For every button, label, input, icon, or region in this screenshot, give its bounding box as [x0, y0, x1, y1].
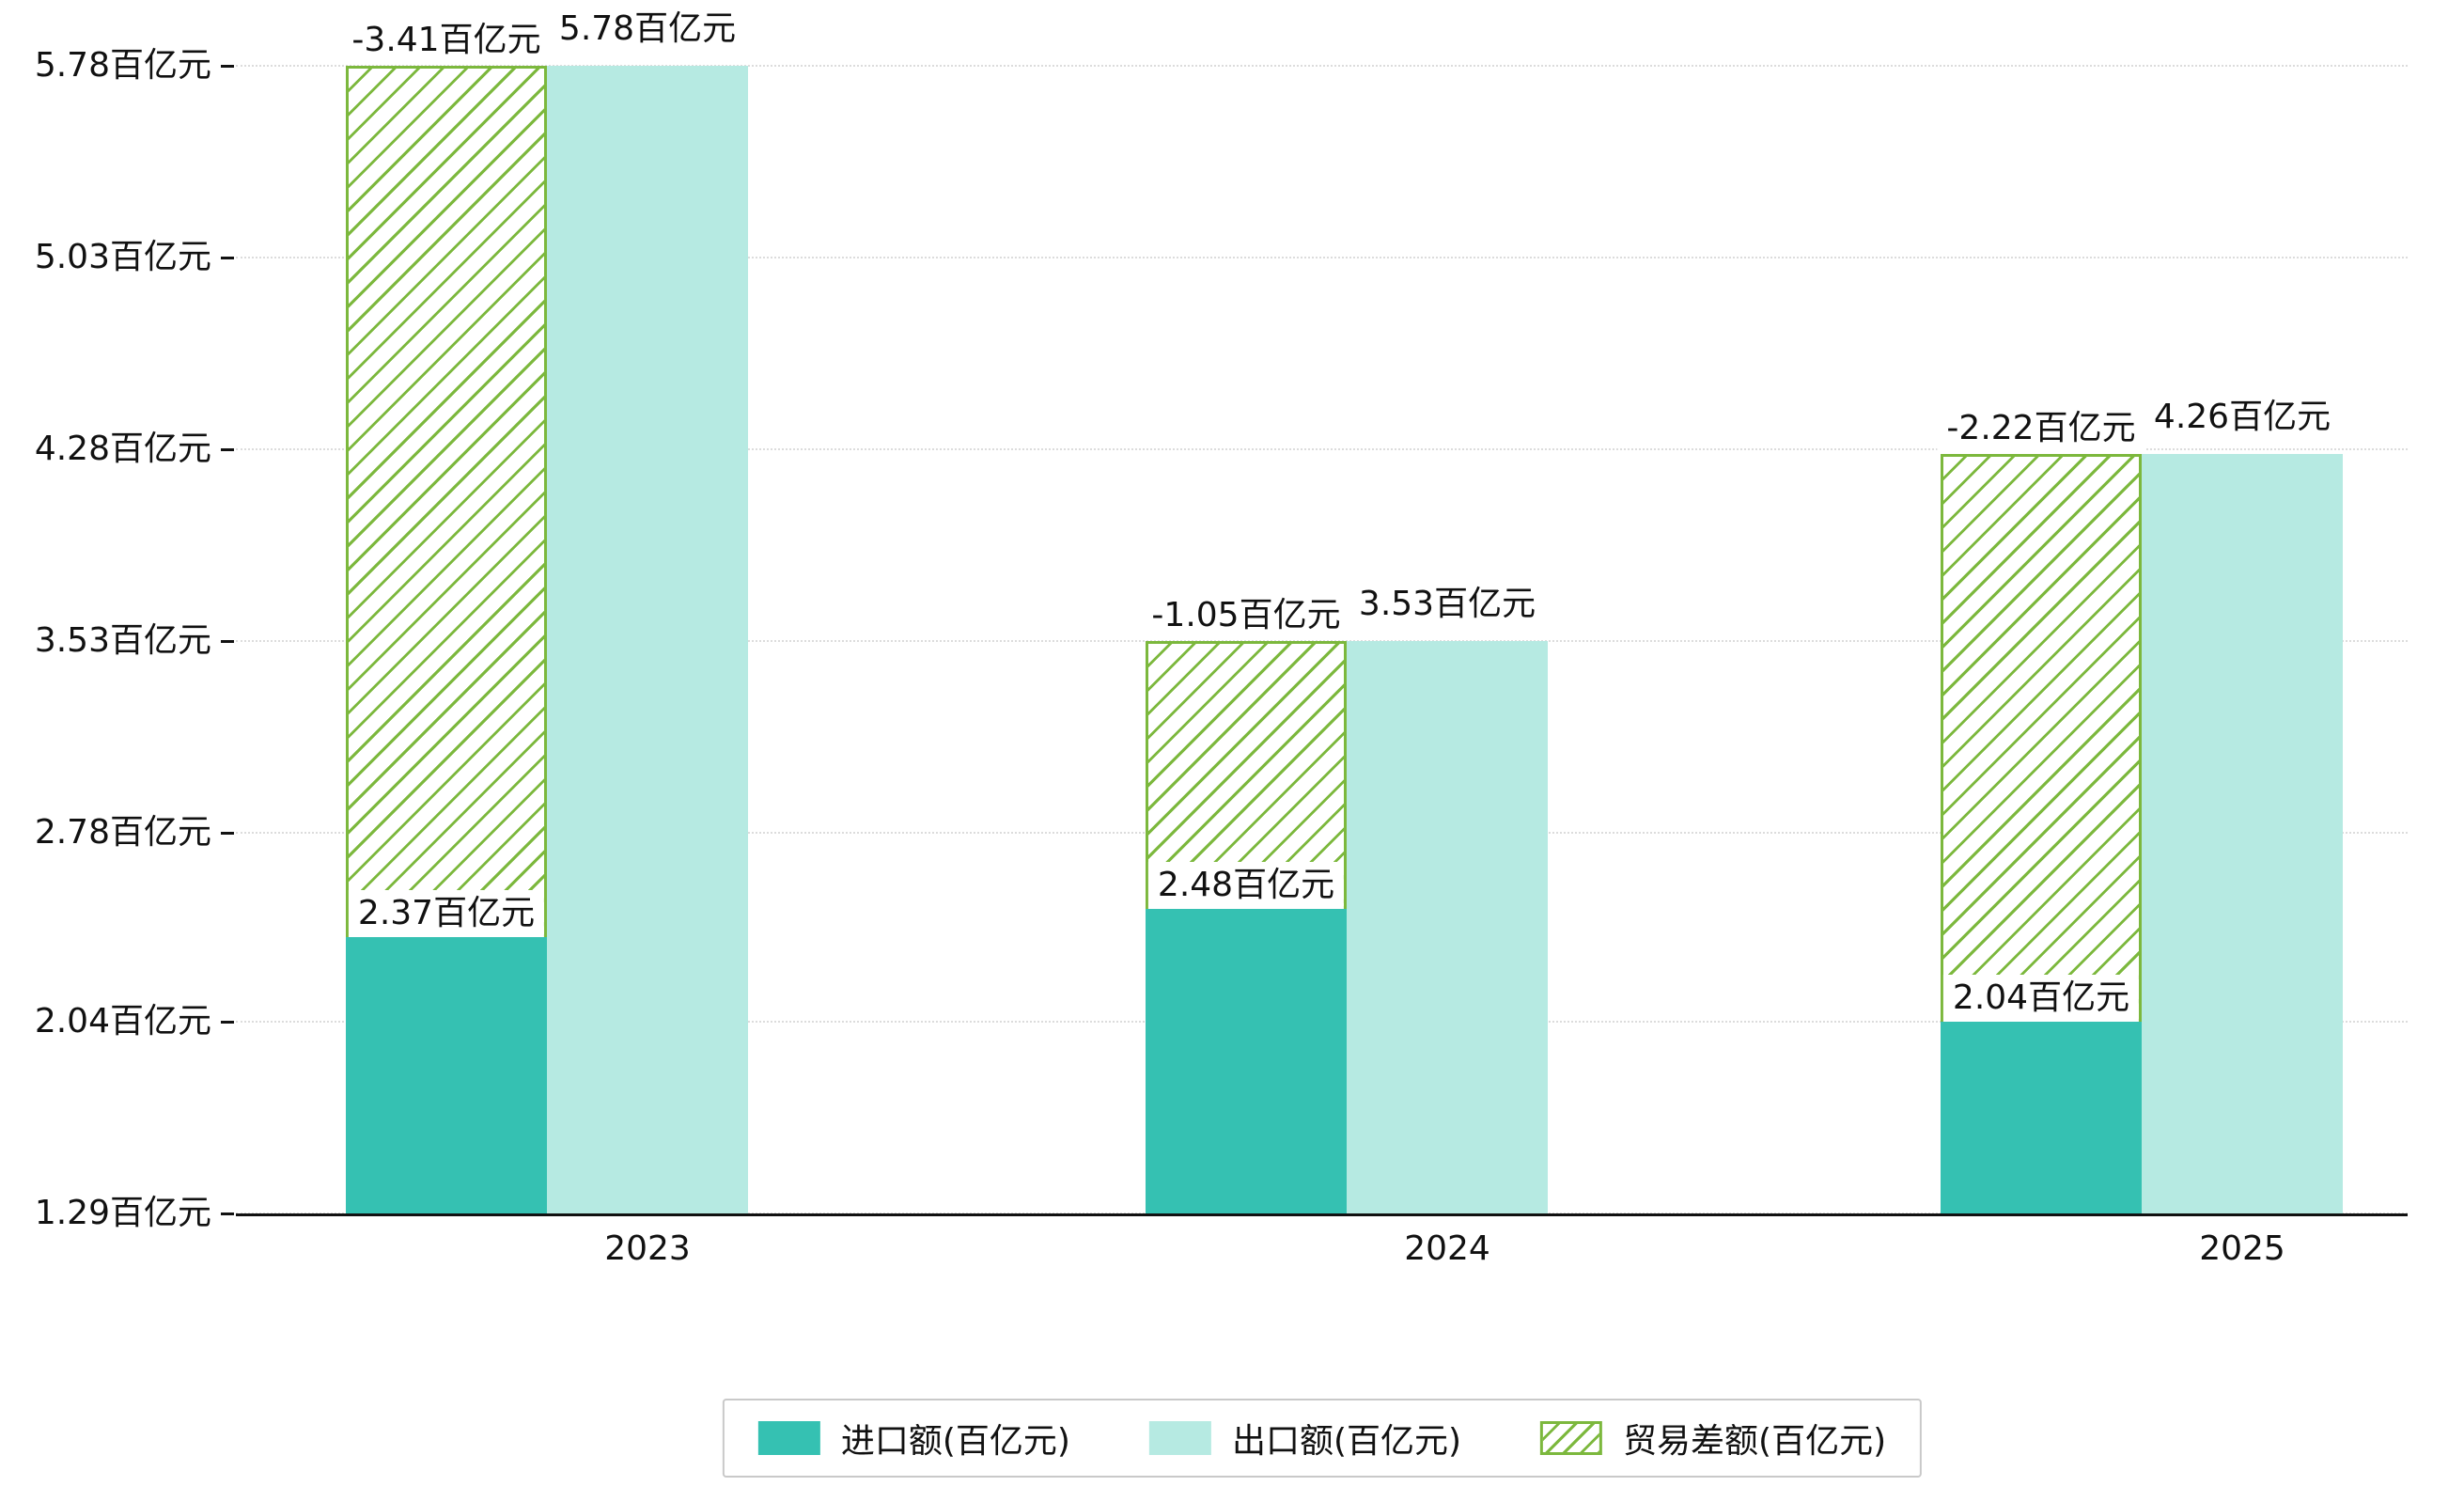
y-grid-line	[236, 256, 2408, 258]
import-bar	[1941, 1022, 2142, 1213]
y-tick-label: 2.04百亿元	[34, 1002, 211, 1040]
legend-item-export: 出口额(百亿元)	[1148, 1414, 1462, 1463]
import-legend-swatch	[757, 1421, 820, 1455]
y-tick-label: 5.03百亿元	[34, 237, 211, 276]
y-tick-label: 3.53百亿元	[34, 620, 211, 660]
trade-diff-value-label: -3.41百亿元	[342, 16, 551, 64]
y-tick-mark	[221, 831, 234, 835]
trade-diff-bar	[1941, 454, 2142, 1022]
y-tick-mark	[221, 1213, 234, 1215]
y-tick-mark	[221, 256, 234, 259]
x-tick-label: 2024	[1404, 1229, 1490, 1268]
y-tick-label: 1.29百亿元	[34, 1194, 211, 1232]
import-value-label: 2.04百亿元	[1942, 975, 2140, 1022]
export-bar	[547, 65, 748, 1213]
import-legend-label: 进口额(百亿元)	[840, 1422, 1070, 1461]
y-tick-label: 4.28百亿元	[34, 429, 211, 468]
export-legend-label: 出口额(百亿元)	[1231, 1422, 1462, 1461]
import-value-label: 2.48百亿元	[1147, 862, 1345, 910]
y-tick-label: 2.78百亿元	[34, 812, 211, 852]
import-bar	[346, 937, 547, 1213]
trade-diff-bar	[346, 65, 547, 938]
legend: 进口额(百亿元) 出口额(百亿元) 贸易差额(百亿元)	[722, 1399, 1923, 1478]
y-grid-line	[236, 64, 2408, 67]
x-tick-label: 2025	[2199, 1229, 2285, 1268]
x-tick-label: 2023	[604, 1229, 691, 1268]
trade-diff-legend-label: 贸易差额(百亿元)	[1623, 1422, 1887, 1461]
y-tick-mark	[221, 447, 234, 451]
trade-diff-value-label: -2.22百亿元	[1937, 405, 2145, 453]
export-legend-swatch	[1148, 1421, 1211, 1455]
legend-item-trade-diff: 贸易差额(百亿元)	[1540, 1414, 1886, 1463]
trade-diff-legend-swatch	[1540, 1421, 1603, 1455]
export-bar	[2142, 454, 2343, 1213]
y-tick-label: 5.78百亿元	[34, 45, 211, 85]
export-bar	[1347, 640, 1548, 1213]
y-grid-line	[236, 447, 2408, 450]
x-axis-line	[236, 1213, 2408, 1216]
legend-item-import: 进口额(百亿元)	[757, 1414, 1070, 1463]
y-tick-mark	[221, 639, 234, 643]
y-tick-mark	[221, 1021, 234, 1024]
import-value-label: 2.37百亿元	[348, 890, 545, 938]
y-tick-mark	[221, 64, 234, 68]
import-bar	[1146, 909, 1347, 1213]
trade-diff-value-label: -1.05百亿元	[1142, 591, 1350, 639]
export-value-label: 5.78百亿元	[549, 5, 746, 53]
export-value-label: 3.53百亿元	[1349, 580, 1546, 628]
export-value-label: 4.26百亿元	[2144, 394, 2341, 442]
